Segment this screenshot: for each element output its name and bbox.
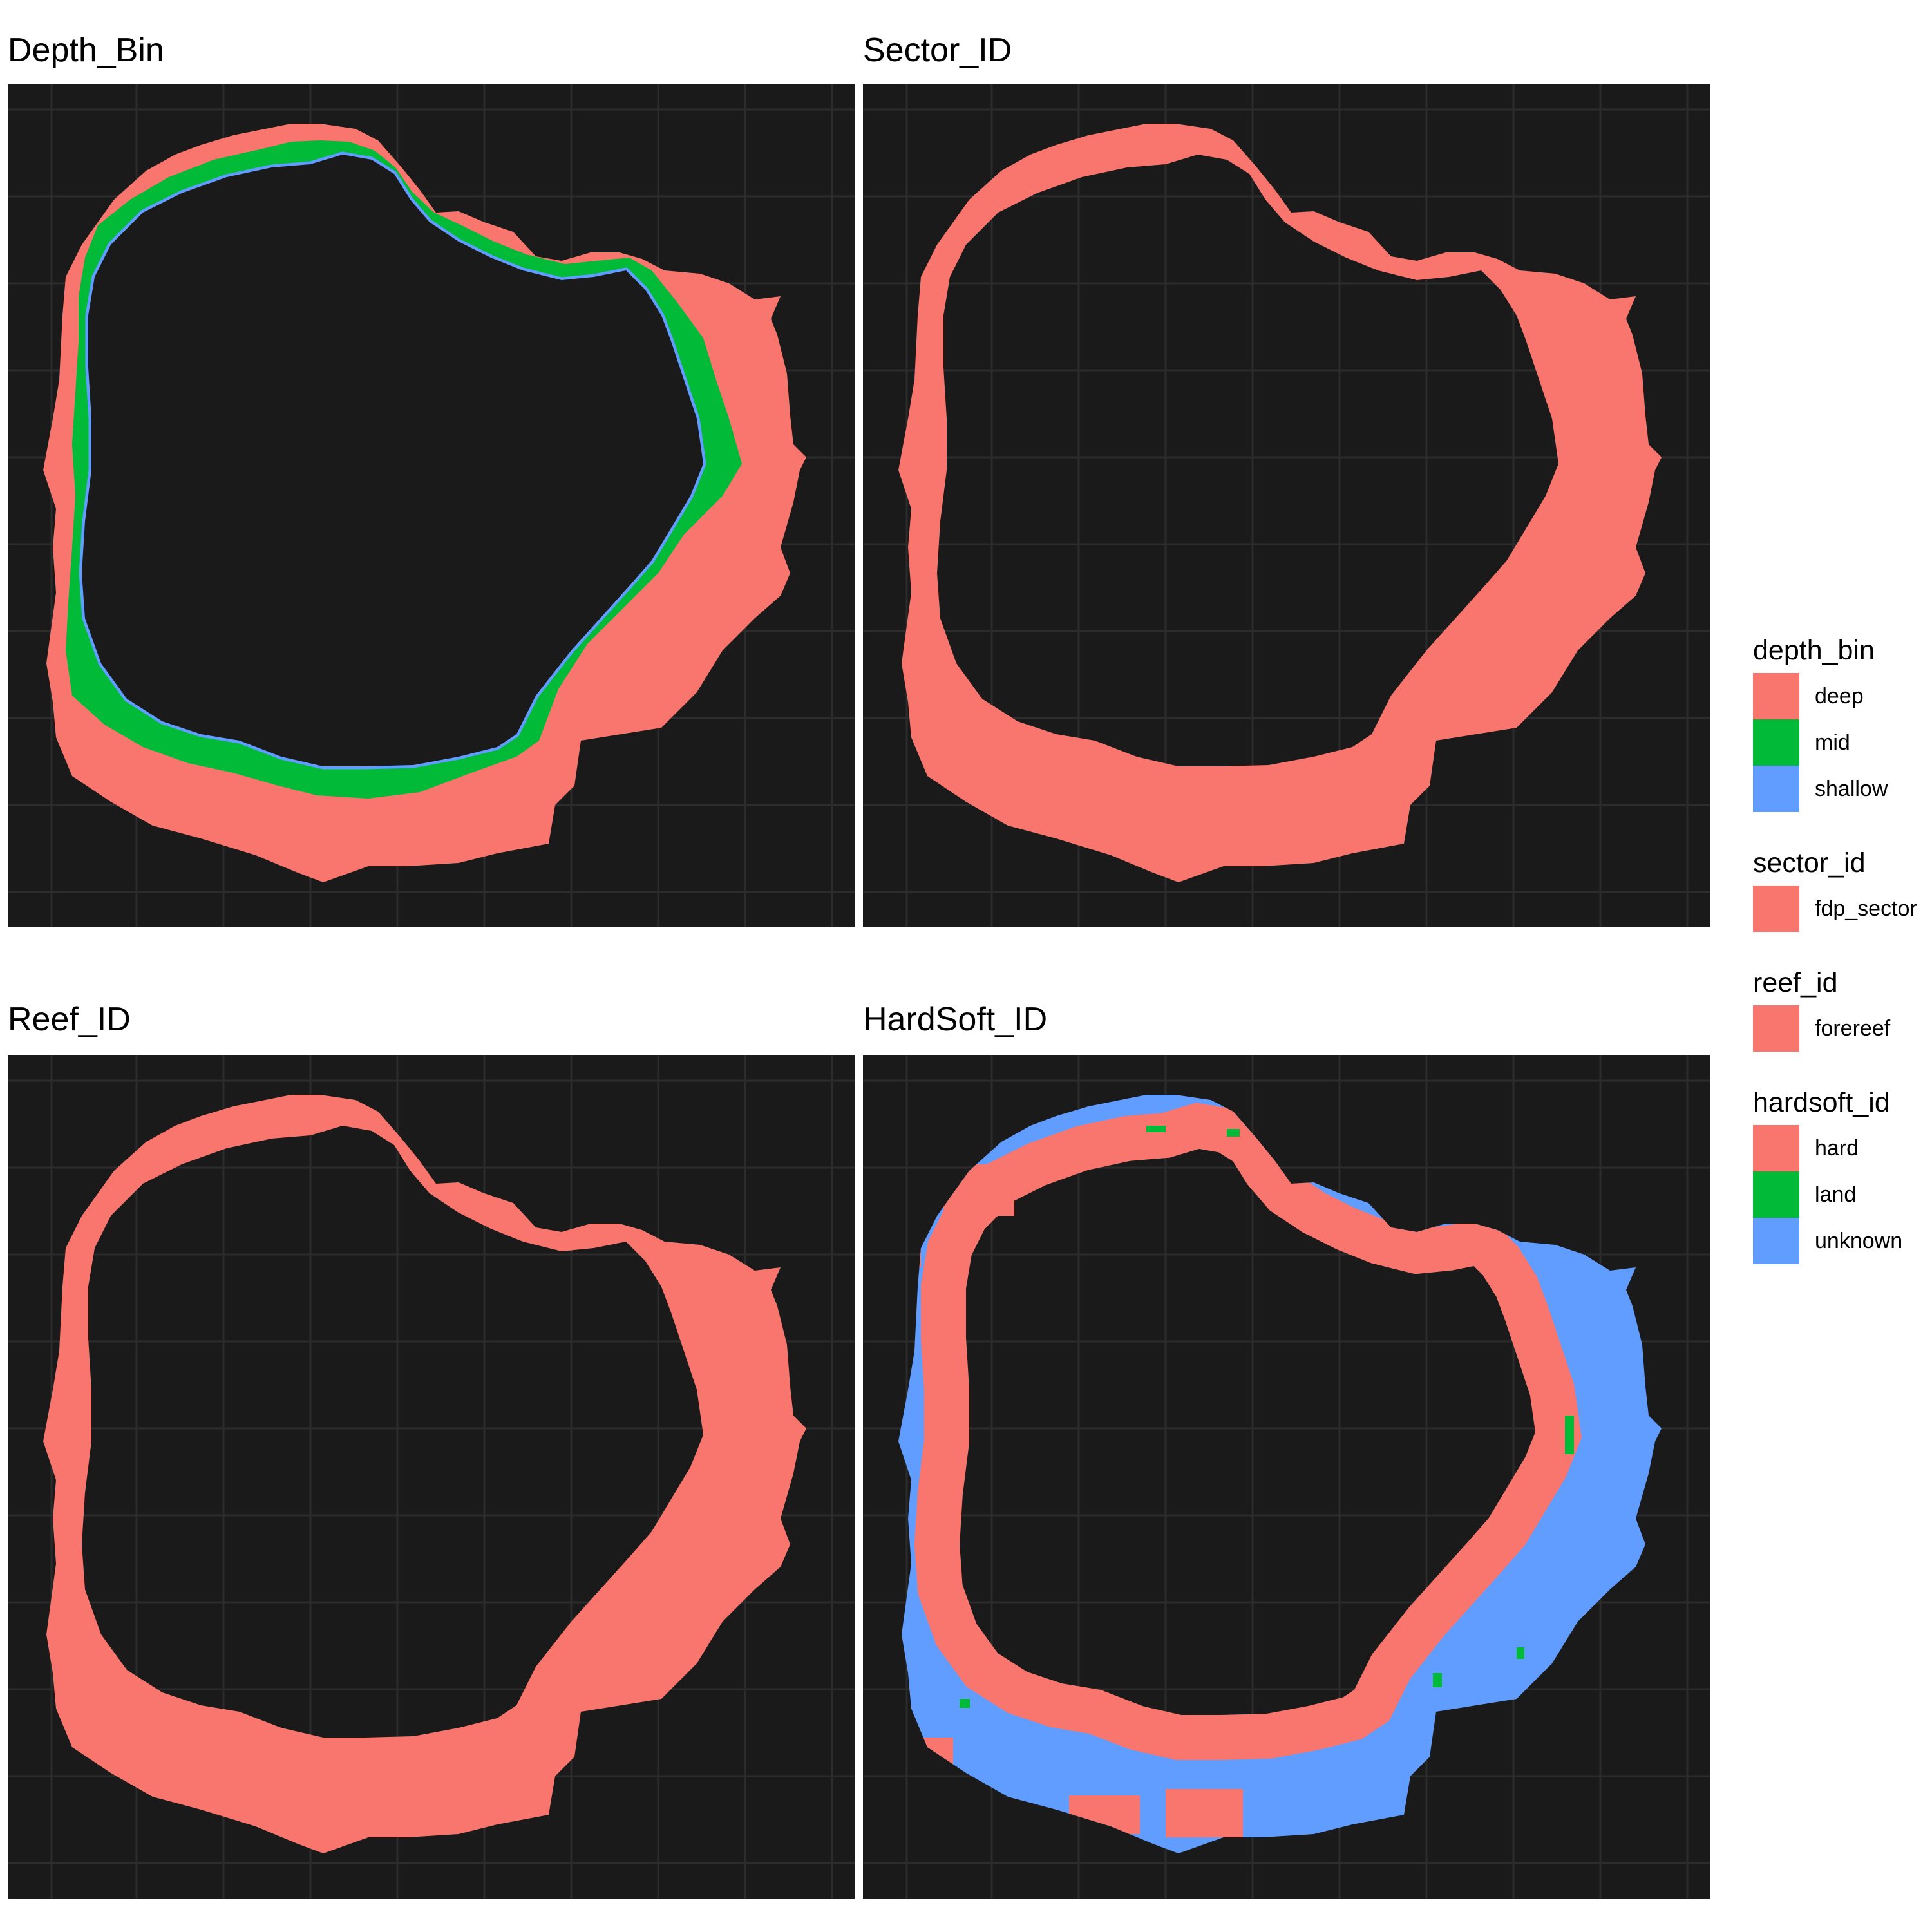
hardsoft-land-patch <box>1517 1647 1524 1659</box>
legend-key <box>1753 719 1799 766</box>
legend-title: sector_id <box>1753 848 1866 878</box>
land-area <box>82 155 703 766</box>
map-panel-depth-bin <box>8 84 855 927</box>
legend-sector-id: sector_id fdp_sector <box>1753 840 1932 932</box>
legend-item-hard: hard <box>1753 1125 1932 1171</box>
legend-key <box>1753 886 1799 932</box>
hardsoft-hard-region <box>914 1103 1582 1760</box>
legend-item-land: land <box>1753 1171 1932 1218</box>
sector-id-map <box>863 84 1710 927</box>
legend-item-deep: deep <box>1753 673 1932 719</box>
sector-fdp-region <box>898 124 1662 882</box>
panel-title-reef-id: Reef_ID <box>8 1001 131 1038</box>
legend-key <box>1753 1005 1799 1052</box>
hardsoft-hard-group <box>898 1103 1582 1837</box>
depth-bin-map <box>8 84 855 927</box>
legend-label: deep <box>1815 683 1864 708</box>
map-panel-reef-id <box>8 1055 855 1899</box>
hardsoft-land-patch <box>1146 1126 1166 1132</box>
legend-item-unknown: unknown <box>1753 1218 1932 1264</box>
legend-label: land <box>1815 1182 1857 1207</box>
panel-title-depth-bin: Depth_Bin <box>8 32 164 69</box>
legend-hardsoft-id: hardsoft_id hard land unknown <box>1753 1080 1932 1264</box>
legend-key <box>1753 1125 1799 1171</box>
hardsoft-id-map <box>863 1055 1710 1899</box>
legend-title: hardsoft_id <box>1753 1087 1890 1118</box>
map-panel-hardsoft-id <box>863 1055 1710 1899</box>
reef-id-map <box>8 1055 855 1899</box>
legend-item-forereef: forereef <box>1753 1005 1932 1052</box>
legend-title: reef_id <box>1753 967 1838 998</box>
panel-title-sector-id: Sector_ID <box>863 32 1012 69</box>
legend-key <box>1753 1218 1799 1264</box>
hardsoft-unknown-region <box>898 1095 1662 1853</box>
hardsoft-land-patch <box>1565 1416 1574 1454</box>
legend-key <box>1753 1171 1799 1218</box>
depth-deep-region <box>43 124 806 882</box>
legend-key <box>1753 673 1799 719</box>
legend-item-fdp-sector: fdp_sector <box>1753 886 1932 932</box>
legend: depth_bin deep mid shallow sector_id fdp… <box>1753 628 1932 1293</box>
legend-label: unknown <box>1815 1228 1903 1253</box>
depth-mid-region <box>66 140 742 799</box>
legend-item-mid: mid <box>1753 719 1932 766</box>
hardsoft-hard-patch <box>943 1164 1014 1216</box>
panel-title-hardsoft-id: HardSoft_ID <box>863 1001 1048 1038</box>
legend-depth-bin: depth_bin deep mid shallow <box>1753 628 1932 812</box>
legend-label: shallow <box>1815 776 1888 801</box>
hardsoft-land-patch <box>960 1699 970 1708</box>
legend-label: mid <box>1815 730 1850 755</box>
legend-key <box>1753 766 1799 812</box>
legend-reef-id: reef_id forereef <box>1753 960 1932 1052</box>
legend-label: hard <box>1815 1135 1859 1160</box>
hardsoft-hard-patch <box>1166 1789 1243 1837</box>
reef-forereef-region <box>43 1095 806 1853</box>
hardsoft-hard-patch <box>898 1197 921 1267</box>
hardsoft-land-patch <box>1227 1129 1240 1137</box>
legend-item-shallow: shallow <box>1753 766 1932 812</box>
legend-label: forereef <box>1815 1016 1891 1041</box>
legend-title: depth_bin <box>1753 635 1875 666</box>
hardsoft-land-patch <box>1433 1673 1442 1687</box>
map-panel-sector-id <box>863 84 1710 927</box>
legend-label: fdp_sector <box>1815 896 1917 921</box>
